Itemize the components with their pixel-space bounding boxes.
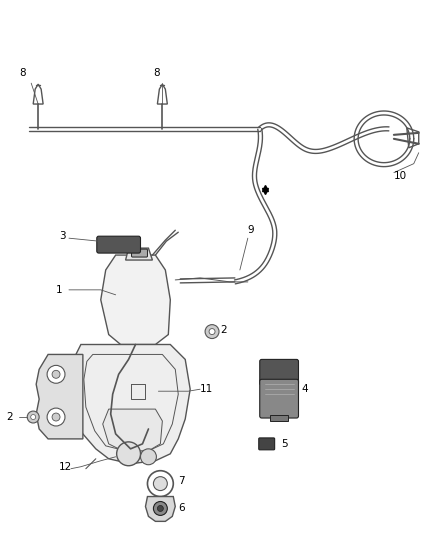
Polygon shape: [36, 354, 83, 439]
Text: 9: 9: [248, 225, 254, 235]
Text: 8: 8: [153, 68, 160, 78]
Circle shape: [27, 411, 39, 423]
Circle shape: [148, 471, 173, 497]
Polygon shape: [407, 128, 419, 148]
FancyBboxPatch shape: [260, 379, 298, 418]
Circle shape: [157, 505, 163, 512]
Text: 12: 12: [59, 462, 72, 472]
Circle shape: [205, 325, 219, 338]
Circle shape: [47, 408, 65, 426]
Polygon shape: [69, 344, 190, 464]
Text: 1: 1: [56, 285, 63, 295]
FancyBboxPatch shape: [260, 359, 298, 385]
Text: 2: 2: [7, 412, 13, 422]
Text: 8: 8: [19, 68, 26, 78]
Circle shape: [117, 442, 141, 466]
FancyBboxPatch shape: [259, 438, 275, 450]
Polygon shape: [126, 248, 152, 260]
Polygon shape: [157, 84, 167, 104]
Circle shape: [52, 413, 60, 421]
Polygon shape: [103, 409, 162, 451]
Circle shape: [141, 449, 156, 465]
Text: 4: 4: [301, 384, 308, 394]
Text: 6: 6: [178, 504, 185, 513]
Polygon shape: [101, 255, 170, 344]
Text: 10: 10: [394, 171, 407, 181]
Polygon shape: [270, 415, 288, 421]
Text: 11: 11: [200, 384, 213, 394]
Circle shape: [153, 477, 167, 490]
Text: 7: 7: [178, 475, 185, 486]
Circle shape: [153, 502, 167, 515]
Polygon shape: [33, 84, 43, 104]
Polygon shape: [145, 497, 175, 521]
FancyBboxPatch shape: [131, 249, 148, 257]
FancyBboxPatch shape: [97, 236, 141, 253]
Circle shape: [52, 370, 60, 378]
Text: 5: 5: [282, 439, 288, 449]
Circle shape: [47, 365, 65, 383]
Text: 2: 2: [220, 325, 226, 335]
Text: 3: 3: [59, 231, 66, 241]
Circle shape: [31, 415, 35, 419]
Circle shape: [209, 329, 215, 335]
